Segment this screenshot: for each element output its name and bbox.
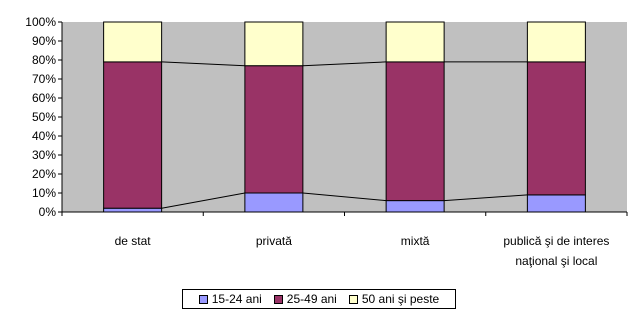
series-line (444, 194, 528, 202)
bar-segment (103, 61, 163, 209)
bar-segment (526, 61, 586, 196)
legend: 15-24 ani 25-49 ani 50 ani şi peste (182, 289, 456, 309)
y-tick-label: 10% (32, 186, 56, 200)
legend-label-25-49: 25-49 ani (286, 292, 337, 306)
bar-segment (385, 61, 445, 202)
bar-segment (103, 207, 163, 213)
y-tick-label: 0% (39, 205, 57, 219)
bar-segment (244, 65, 304, 194)
stacked-bar-chart: 0% 10% 20% 30% 40% 50% 60% 70% 80% 90% 100% de stat… (25, 15, 628, 268)
y-tick-label: 20% (32, 167, 56, 181)
y-tick-label: 60% (32, 91, 56, 105)
y-tick-label: 70% (32, 72, 56, 86)
y-tick-label: 40% (32, 129, 56, 143)
legend-label-15-24: 15-24 ani (211, 292, 262, 306)
x-category-label: naţional şi local (515, 254, 597, 268)
series-line (302, 61, 387, 67)
legend-item-50-plus: 50 ani şi peste (348, 292, 440, 306)
legend-swatch-15-24 (198, 294, 208, 304)
legend-item-25-49: 25-49 ani (273, 292, 337, 306)
legend-label-50-plus: 50 ani şi peste (361, 292, 440, 306)
bar-segment (385, 200, 445, 213)
y-tick-label: 80% (32, 53, 56, 67)
x-category-label: privată (256, 234, 292, 248)
bar-segment (526, 194, 586, 213)
x-category-label: publică şi de interes (503, 234, 609, 248)
series-line (161, 192, 245, 209)
x-category-label: mixtă (401, 234, 430, 248)
series-line (302, 192, 387, 202)
bar-segment (526, 21, 586, 63)
bar-segment (244, 192, 304, 213)
bar-segment (385, 21, 445, 63)
x-category-label: de stat (115, 234, 152, 248)
y-tick-label: 50% (32, 110, 56, 124)
series-line (161, 61, 245, 67)
y-tick-label: 90% (32, 34, 56, 48)
legend-swatch-25-49 (273, 294, 283, 304)
legend-swatch-50-plus (348, 294, 358, 304)
bar-segment (244, 21, 304, 67)
y-tick-label: 30% (32, 148, 56, 162)
y-tick-label: 100% (25, 15, 56, 29)
legend-item-15-24: 15-24 ani (198, 292, 262, 306)
bar-segment (103, 21, 163, 63)
